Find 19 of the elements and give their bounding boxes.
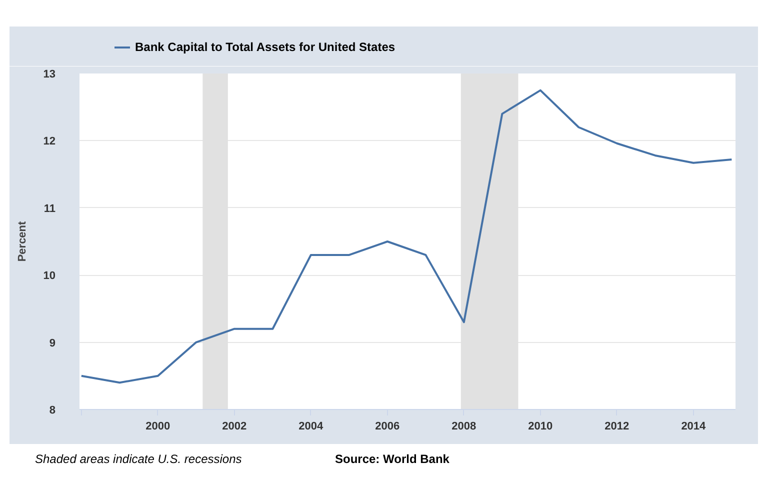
x-tick-label: 2006 xyxy=(375,420,400,432)
line-series xyxy=(80,89,733,384)
x-tick-label: 2010 xyxy=(528,420,553,432)
source-note: Source: World Bank xyxy=(335,451,450,468)
legend-label: Bank Capital to Total Assets for United States xyxy=(135,40,396,54)
y-tick-label: 11 xyxy=(44,202,56,215)
x-tick-label: 2008 xyxy=(452,420,476,432)
x-tick-label: 2000 xyxy=(146,420,170,432)
x-tick-label: 2004 xyxy=(298,420,324,432)
y-axis-title: Percent xyxy=(16,220,28,262)
y-tick-label: 9 xyxy=(49,337,56,350)
x-tick-label: 2014 xyxy=(681,420,707,432)
y-tick-label: 13 xyxy=(43,68,56,80)
y-tick-label: 12 xyxy=(43,136,56,148)
y-tick-label: 10 xyxy=(43,270,56,282)
x-tick-label: 2012 xyxy=(604,420,630,432)
text: Shaded areas indicate U.S. recessions xyxy=(35,451,242,468)
y-tick-label: 8 xyxy=(49,404,56,416)
x-tick-label: 2002 xyxy=(222,420,247,432)
